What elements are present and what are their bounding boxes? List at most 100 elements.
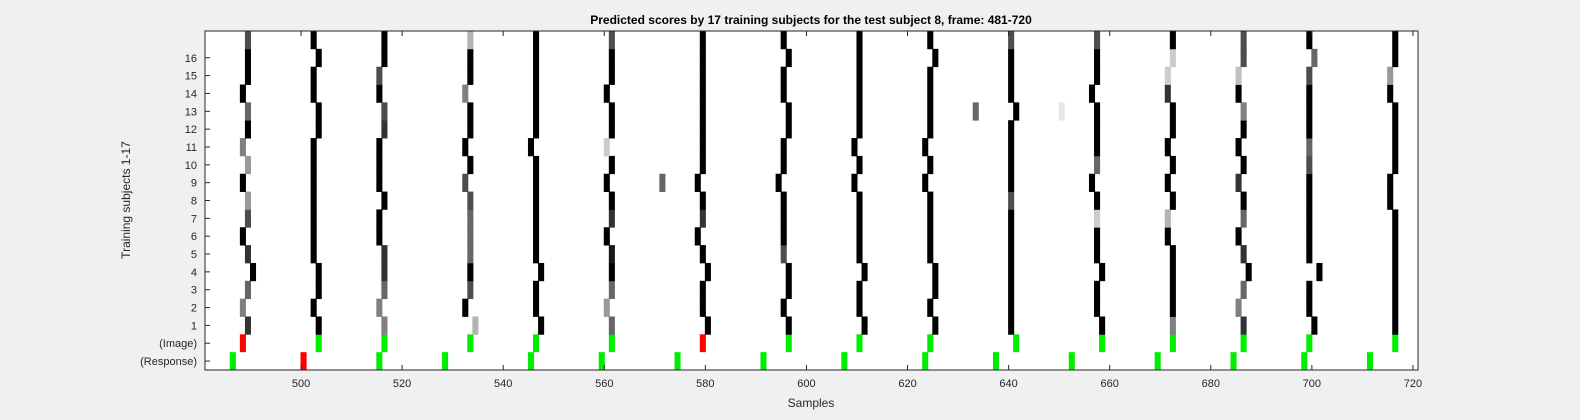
score-cell xyxy=(381,316,388,335)
score-cell xyxy=(1392,280,1399,300)
score-cell xyxy=(603,173,610,192)
score-cell xyxy=(1306,31,1313,50)
score-cell xyxy=(780,138,787,157)
score-cell xyxy=(608,48,615,68)
response-marker xyxy=(300,352,307,370)
score-cell xyxy=(381,262,388,282)
response-marker xyxy=(1230,352,1237,370)
score-cell xyxy=(699,209,706,228)
score-cell xyxy=(1169,298,1176,317)
score-cell xyxy=(533,120,540,139)
score-cell xyxy=(1169,120,1176,139)
score-cell xyxy=(1240,48,1247,68)
score-cell xyxy=(1008,227,1015,246)
score-cell xyxy=(1392,298,1399,317)
score-cell xyxy=(376,155,383,175)
score-cell xyxy=(1392,102,1399,121)
image-marker xyxy=(856,334,863,353)
score-cell xyxy=(927,84,934,103)
score-cell xyxy=(1094,48,1101,68)
score-cell xyxy=(1169,191,1176,210)
score-cell xyxy=(381,245,388,264)
score-cell xyxy=(1306,173,1313,192)
score-cell xyxy=(785,280,792,300)
score-cell xyxy=(927,298,934,317)
score-cell xyxy=(310,138,317,157)
score-cell xyxy=(1169,31,1176,50)
score-cell xyxy=(927,155,934,175)
score-cell xyxy=(1392,262,1399,282)
score-cell xyxy=(856,298,863,317)
score-cell xyxy=(856,245,863,264)
score-cell xyxy=(608,120,615,139)
score-cell xyxy=(1245,262,1252,282)
score-cell xyxy=(856,48,863,68)
score-cell xyxy=(1008,155,1015,175)
score-cell xyxy=(1169,262,1176,282)
score-cell xyxy=(1008,209,1015,228)
image-marker xyxy=(1099,334,1106,353)
score-cell xyxy=(1240,280,1247,300)
score-cell xyxy=(1306,120,1313,139)
score-cell xyxy=(533,48,540,68)
score-cell xyxy=(927,245,934,264)
score-cell xyxy=(1240,316,1247,335)
score-cell xyxy=(1094,102,1101,121)
score-cell xyxy=(1387,84,1394,103)
score-cell xyxy=(608,31,615,50)
score-cell xyxy=(1235,138,1242,157)
x-tick-label: 540 xyxy=(494,378,512,390)
score-cell xyxy=(533,173,540,192)
score-cell xyxy=(376,138,383,157)
score-cell xyxy=(922,173,929,192)
score-cell xyxy=(608,262,615,282)
score-cell xyxy=(608,245,615,264)
score-cell xyxy=(1392,227,1399,246)
x-tick-label: 600 xyxy=(797,378,815,390)
response-marker xyxy=(442,352,449,370)
y-axis-label: Training subjects 1-17 xyxy=(119,141,133,259)
score-cell xyxy=(1164,66,1171,85)
score-cell xyxy=(533,102,540,121)
score-cell xyxy=(381,120,388,139)
score-cell xyxy=(1164,84,1171,103)
score-cell xyxy=(533,209,540,228)
score-cell xyxy=(376,173,383,192)
image-marker xyxy=(1392,334,1399,353)
score-cell xyxy=(699,102,706,121)
score-cell xyxy=(315,48,322,68)
score-cell xyxy=(533,31,540,50)
score-cell xyxy=(467,66,474,85)
score-cell xyxy=(315,262,322,282)
y-tick-label: 10 xyxy=(185,160,197,172)
score-cell xyxy=(1088,84,1096,103)
x-tick-label: 500 xyxy=(292,378,310,390)
score-cell xyxy=(310,245,317,264)
y-tick-label: 2 xyxy=(191,303,197,315)
score-cell xyxy=(608,155,615,175)
score-cell xyxy=(1316,262,1323,282)
y-tick-label: 9 xyxy=(191,178,197,190)
score-cell xyxy=(1387,66,1394,85)
score-cell xyxy=(699,138,706,157)
score-cell xyxy=(927,227,934,246)
score-cell xyxy=(310,31,317,50)
score-cell xyxy=(1008,316,1015,335)
score-cell xyxy=(780,191,787,210)
score-cell xyxy=(533,155,540,175)
score-cell xyxy=(608,191,615,210)
score-cell xyxy=(699,120,706,139)
response-marker xyxy=(376,352,383,370)
score-cell xyxy=(603,84,610,103)
score-cell xyxy=(927,66,934,85)
score-cell xyxy=(1008,120,1015,139)
score-cell xyxy=(608,316,615,335)
y-tick-label: (Response) xyxy=(140,356,197,368)
response-marker xyxy=(527,352,535,370)
x-tick-label: 720 xyxy=(1404,378,1422,390)
score-cell xyxy=(1306,209,1313,228)
x-tick-label: 700 xyxy=(1303,378,1321,390)
score-cell xyxy=(244,102,251,121)
score-cell xyxy=(780,155,787,175)
